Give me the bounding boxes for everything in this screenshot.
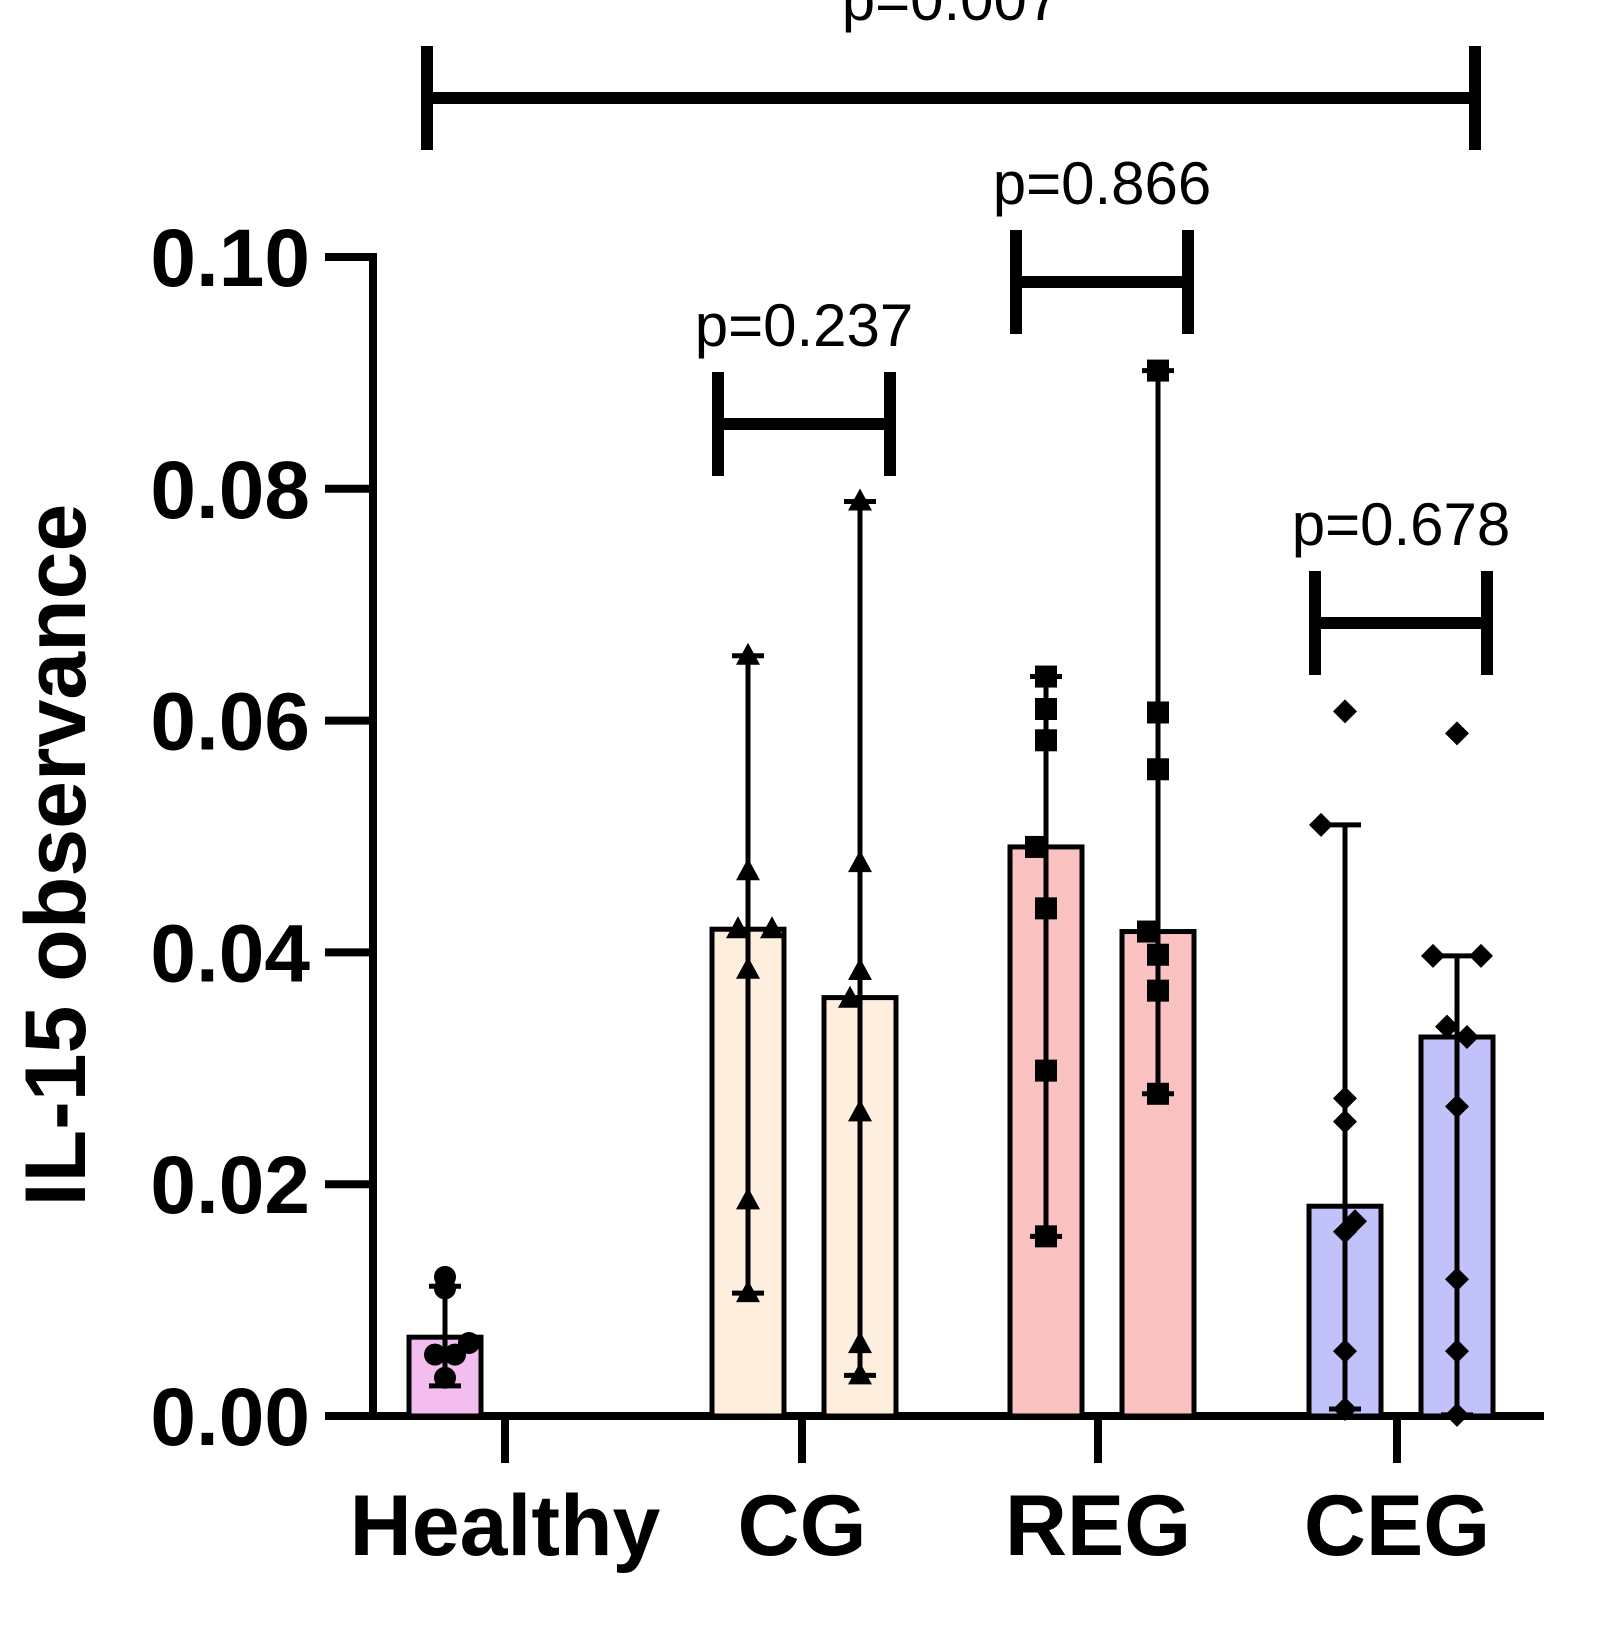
data-point-diamond: [1333, 1109, 1357, 1134]
data-point-triangle: [838, 985, 862, 1008]
y-ticks: 0.00 0.02 0.04 0.06 0.08 0.10: [150, 213, 373, 1463]
data-point-square: [1147, 979, 1169, 1002]
data-point-diamond: [1445, 721, 1469, 746]
data-point-diamond: [1333, 1219, 1357, 1244]
data-point-square: [1147, 359, 1169, 382]
data-point-square: [1035, 1059, 1057, 1082]
data-point-square: [1035, 698, 1057, 721]
data-point-diamond: [1435, 1014, 1459, 1039]
data-point-triangle: [848, 488, 872, 511]
data-point-square: [1147, 758, 1169, 781]
y-tick-label: 0.02: [150, 1140, 310, 1231]
data-point-triangle: [848, 1099, 872, 1122]
bars: [406, 844, 1496, 1419]
data-point-diamond: [1455, 1025, 1479, 1050]
data-point-diamond: [1333, 1086, 1357, 1111]
p-value-label: p=0.237: [695, 292, 914, 359]
data-point-triangle: [736, 1280, 760, 1303]
data-point-diamond: [1445, 1339, 1469, 1364]
data-point-diamond: [1333, 1397, 1357, 1422]
data-point-circle: [434, 1265, 456, 1288]
p-value-label: p=0.678: [1292, 491, 1511, 558]
data-point-triangle: [848, 1362, 872, 1385]
data-points: [424, 359, 1493, 1427]
data-point-square: [1035, 729, 1057, 752]
data-point-triangle: [848, 957, 872, 980]
data-point-triangle: [760, 916, 784, 939]
data-point-diamond: [1445, 1402, 1469, 1427]
data-point-diamond: [1445, 1094, 1469, 1119]
data-point-circle: [444, 1343, 466, 1366]
data-point-square: [1147, 943, 1169, 966]
data-point-triangle: [736, 858, 760, 881]
data-point-diamond: [1421, 943, 1445, 968]
y-tick-label: 0.04: [150, 908, 310, 999]
data-point-triangle: [726, 916, 750, 939]
x-ticks: Healthy CG REG CEG: [350, 1416, 1490, 1574]
y-tick-label: 0.00: [150, 1372, 310, 1463]
data-point-diamond: [1309, 812, 1333, 837]
data-point-diamond: [1469, 943, 1493, 968]
significance-brackets: p=0.007 p=0.237 p=0.866 p=0.678: [421, 0, 1511, 675]
data-point-square: [1025, 835, 1047, 858]
data-point-square: [1035, 897, 1057, 920]
data-point-diamond: [1333, 1339, 1357, 1364]
data-point-square: [1147, 701, 1169, 724]
p-value-label: p=0.866: [993, 150, 1212, 217]
data-point-triangle: [736, 956, 760, 979]
y-tick-label: 0.08: [150, 445, 310, 536]
x-tick-label: CG: [738, 1478, 867, 1574]
data-point-square: [1035, 665, 1057, 688]
x-tick-label: REG: [1005, 1478, 1191, 1574]
y-tick-label: 0.10: [150, 213, 310, 304]
data-point-triangle: [736, 1187, 760, 1210]
data-point-diamond: [1445, 1267, 1469, 1292]
data-point-triangle: [736, 642, 760, 665]
data-point-diamond: [1333, 699, 1357, 724]
x-tick-label: CEG: [1304, 1478, 1490, 1574]
data-point-circle: [424, 1343, 446, 1366]
data-point-circle: [434, 1366, 456, 1389]
data-point-square: [1147, 1082, 1169, 1105]
data-point-square: [1137, 920, 1159, 943]
data-point-triangle: [848, 850, 872, 873]
data-point-square: [1035, 1225, 1057, 1248]
x-tick-label: Healthy: [350, 1478, 661, 1574]
y-axis-label: IL-15 observance: [8, 504, 104, 1207]
y-tick-label: 0.06: [150, 677, 310, 768]
p-value-label: p=0.007: [842, 0, 1061, 33]
data-point-triangle: [848, 1331, 872, 1354]
